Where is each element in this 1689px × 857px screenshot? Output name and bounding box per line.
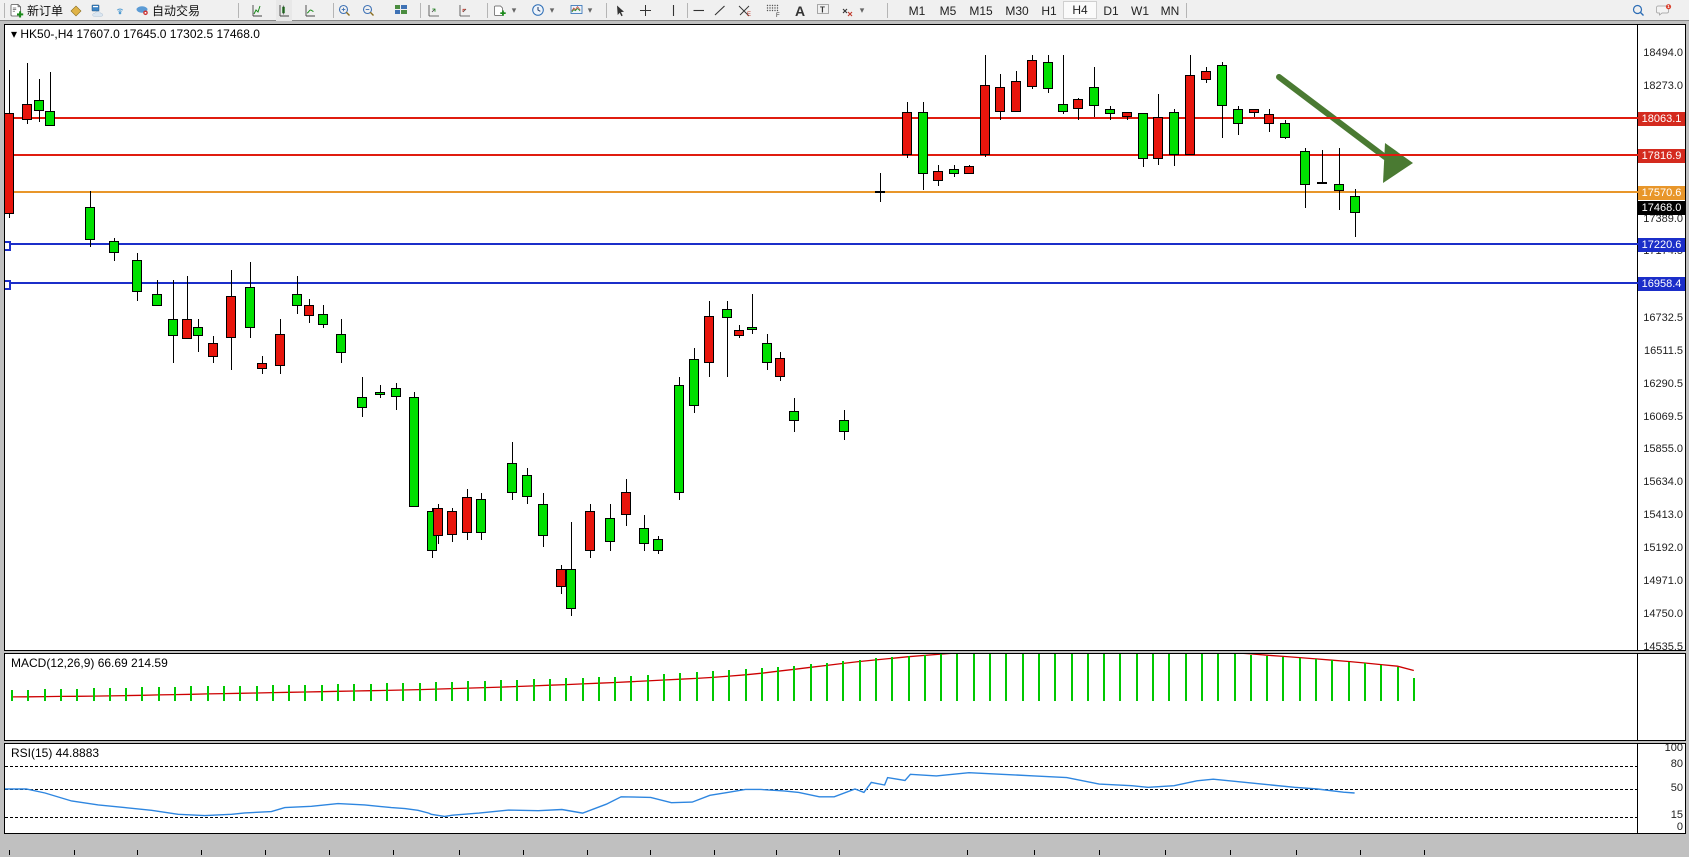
svg-text:E: E <box>747 12 751 18</box>
svg-text:T: T <box>820 5 825 14</box>
svg-text:F: F <box>776 13 780 19</box>
